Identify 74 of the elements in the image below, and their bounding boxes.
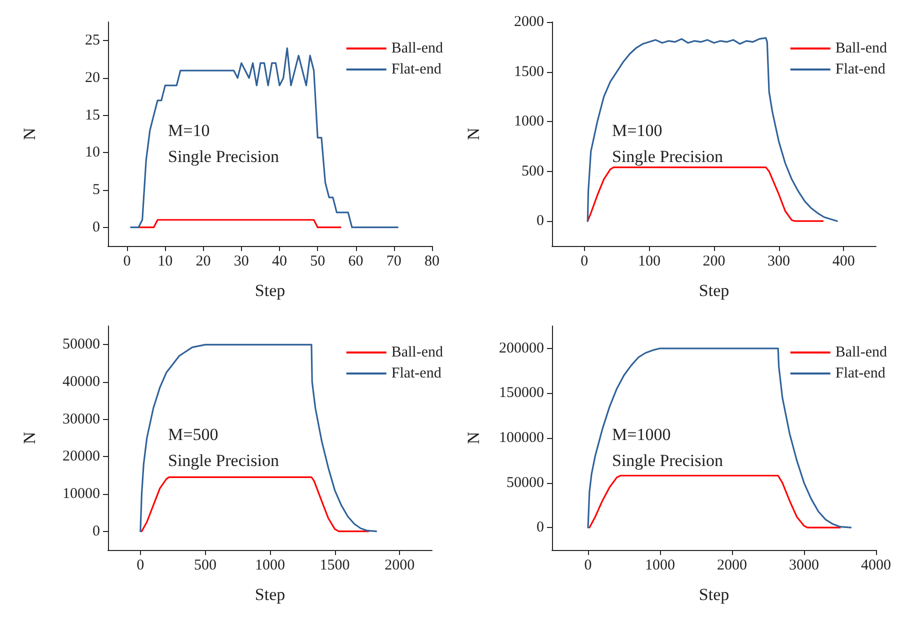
y-tick-label: 2000 — [514, 14, 544, 30]
x-tick-label: 0 — [123, 254, 131, 270]
x-tick-label: 2000 — [384, 558, 415, 574]
y-tick-label: 20000 — [62, 448, 100, 465]
annotation: Single Precision — [612, 451, 724, 470]
x-tick-label: 50 — [310, 254, 326, 270]
y-axis-title: N — [464, 128, 483, 140]
y-tick-label: 0 — [92, 523, 100, 540]
x-tick-label: 500 — [194, 558, 216, 574]
annotation: M=100 — [612, 121, 662, 140]
line-series — [140, 344, 378, 532]
x-tick-label: 200 — [702, 254, 726, 270]
y-tick-label: 40000 — [62, 374, 100, 390]
y-tick-label: 500 — [522, 163, 544, 180]
legend-label: Flat-end — [835, 62, 886, 78]
y-tick-label: 50000 — [506, 474, 544, 491]
x-tick-label: 1500 — [320, 558, 350, 574]
legend-label: Flat-end — [391, 62, 442, 78]
y-axis-title: N — [464, 432, 483, 444]
y-tick-label: 5 — [92, 182, 100, 198]
annotation: M=500 — [168, 425, 218, 444]
y-axis-title: N — [20, 128, 39, 140]
x-tick-label: 20 — [196, 254, 211, 270]
x-tick-label: 2000 — [717, 558, 747, 574]
x-tick-label: 1000 — [255, 558, 285, 574]
annotation: Single Precision — [168, 451, 280, 470]
x-tick-label: 100 — [638, 254, 660, 270]
x-tick-label: 300 — [768, 254, 790, 270]
x-axis-title: Step — [698, 585, 730, 604]
y-tick-label: 0 — [92, 219, 100, 236]
x-tick-label: 1000 — [645, 558, 675, 574]
x-axis-title: Step — [254, 585, 286, 604]
legend-label: Flat-end — [391, 366, 442, 382]
annotation: Single Precision — [168, 147, 280, 166]
y-tick-label: 0 — [536, 520, 544, 536]
y-tick-label: 100000 — [499, 430, 544, 446]
x-tick-label: 40 — [272, 254, 288, 270]
y-tick-label: 15 — [85, 107, 100, 124]
y-tick-label: 1500 — [514, 64, 544, 80]
x-tick-label: 30 — [234, 254, 249, 270]
y-tick-label: 10 — [85, 144, 100, 161]
y-tick-label: 1000 — [514, 114, 544, 130]
x-tick-label: 60 — [348, 254, 364, 270]
line-series — [586, 166, 824, 222]
y-tick-label: 10000 — [62, 486, 100, 502]
annotation: M=10 — [168, 121, 210, 140]
x-tick-label: 3000 — [789, 558, 819, 574]
x-axis-title: Step — [254, 281, 286, 300]
legend-label: Ball-end — [391, 344, 444, 360]
y-tick-label: 200000 — [499, 340, 544, 356]
legend-label: Ball-end — [835, 40, 888, 56]
y-tick-label: 30000 — [62, 411, 100, 428]
y-tick-label: 25 — [85, 32, 100, 49]
legend-label: Ball-end — [391, 40, 444, 56]
x-tick-label: 400 — [832, 254, 855, 270]
legend-label: Flat-end — [835, 366, 886, 382]
x-tick-label: 0 — [580, 254, 588, 270]
annotation: M=1000 — [612, 425, 671, 444]
x-tick-label: 10 — [158, 254, 173, 270]
line-series — [588, 474, 841, 528]
y-axis-title: N — [20, 432, 39, 444]
y-tick-label: 50000 — [62, 336, 100, 353]
legend-label: Ball-end — [835, 344, 888, 360]
y-tick-label: 0 — [536, 213, 544, 230]
x-tick-label: 70 — [386, 254, 402, 270]
y-tick-label: 20 — [85, 70, 100, 86]
x-tick-label: 4000 — [861, 558, 891, 574]
line-series — [140, 476, 370, 532]
x-tick-label: 80 — [424, 254, 440, 270]
annotation: Single Precision — [612, 147, 724, 166]
x-tick-label: 0 — [136, 558, 144, 574]
y-tick-label: 150000 — [499, 385, 544, 402]
x-axis-title: Step — [698, 281, 730, 300]
x-tick-label: 0 — [584, 558, 592, 574]
